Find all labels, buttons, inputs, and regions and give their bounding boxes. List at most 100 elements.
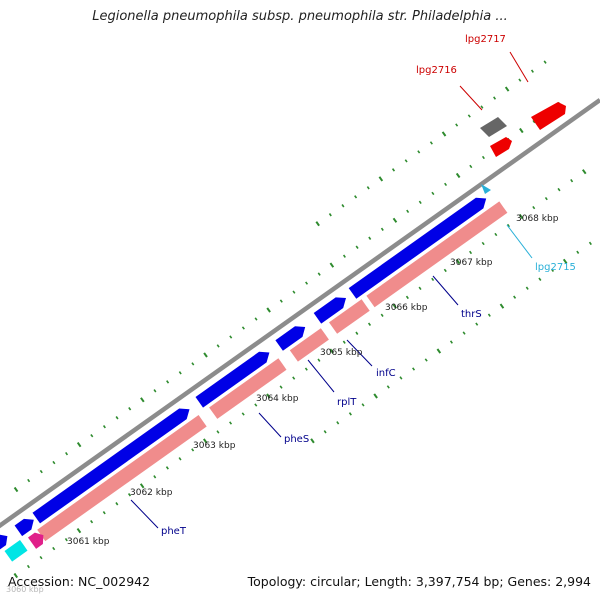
tick-far [530, 69, 534, 73]
gene-block-phes [195, 351, 270, 408]
gene-block-lpg2717 [531, 102, 566, 130]
tick-inner [127, 493, 132, 497]
tick-far-inner [310, 438, 315, 444]
tick-inner [494, 232, 498, 237]
tick-inner [304, 367, 308, 371]
genome-backbone [0, 98, 600, 529]
tick-far [504, 86, 510, 92]
tick-outer [65, 451, 69, 456]
tick-outer [342, 254, 346, 258]
tick-inner [202, 438, 208, 444]
tick-outer [115, 416, 119, 420]
gene-label-thrs: thrS [461, 309, 482, 320]
tick-outer [455, 172, 461, 179]
leader-infc [346, 339, 373, 367]
tick-inner [115, 502, 119, 506]
cds-block-phet [37, 415, 207, 542]
tick-inner [39, 555, 43, 560]
gene-block-rplt [275, 326, 306, 351]
tick-inner [469, 250, 473, 255]
tick-outer [27, 478, 31, 483]
tick-inner [279, 385, 283, 389]
tick-inner [153, 475, 157, 479]
tick-outer [13, 486, 19, 493]
gene-block-infc [313, 297, 346, 324]
tick-inner [557, 187, 561, 192]
gene-block-lpg2715 [481, 184, 491, 194]
tick-far-inner [373, 393, 378, 399]
genome-stats-text: Topology: circular; Length: 3,397,754 bp… [247, 574, 591, 589]
tick-outer [519, 127, 524, 134]
tick-outer [166, 380, 170, 384]
leader-phes [258, 412, 282, 438]
tick-far-inner [562, 258, 568, 264]
tick-outer [380, 227, 384, 231]
tick-outer [153, 389, 157, 393]
accession-text: Accession: NC_002942 [8, 574, 151, 589]
tick-outer [102, 425, 106, 429]
tick-inner [342, 340, 346, 344]
tick-far-inner [475, 322, 479, 326]
gene-label-lpg2717: lpg2717 [465, 34, 506, 45]
tick-inner [481, 241, 485, 246]
tick-far-inner [550, 268, 555, 272]
tick-inner [64, 537, 68, 542]
leader-lpg2717 [509, 51, 529, 83]
gene-block-0 [14, 518, 34, 537]
faint-scale-label: 3060 kbp [6, 585, 44, 594]
gene-block-thrs [348, 197, 487, 299]
tick-far [441, 131, 447, 137]
scale-label-3061: 3061 kbp [67, 537, 110, 547]
scale-label-3068: 3068 kbp [516, 214, 559, 224]
tick-outer [481, 155, 485, 160]
tick-inner [76, 528, 82, 534]
tick-far-inner [487, 313, 491, 317]
tick-far-inner [462, 331, 466, 335]
tick-inner [392, 303, 398, 309]
tick-inner [229, 421, 233, 425]
tick-far [354, 195, 358, 199]
leader-lpg2715 [506, 224, 533, 259]
tick-far-inner [336, 421, 340, 425]
features [0, 102, 566, 562]
tick-inner [13, 572, 19, 579]
tick-inner [355, 331, 359, 335]
gene-label-lpg2716: lpg2716 [416, 65, 457, 76]
tick-inner [292, 376, 296, 380]
gene-block-lpg2716-grey [480, 117, 507, 137]
tick-inner [405, 295, 409, 300]
tick-outer [76, 442, 82, 448]
tick-far-inner [412, 367, 416, 371]
cds-block-magenta [28, 532, 44, 549]
tick-outer [229, 335, 233, 339]
tick-inner [52, 546, 56, 551]
tick-far-inner [361, 403, 365, 407]
tick-outer [52, 460, 56, 465]
tick-far [378, 176, 384, 182]
tick-inner [317, 358, 321, 362]
tick-inner [518, 213, 524, 220]
tick-outer [39, 469, 43, 474]
scale-label-3065: 3065 kbp [320, 348, 363, 358]
tick-outer [90, 434, 94, 438]
tick-far [480, 105, 484, 109]
cds-block-rplt [289, 328, 329, 362]
gene-label-phet: pheT [161, 526, 187, 537]
leader-phet [130, 499, 159, 529]
tick-inner [544, 196, 548, 201]
cds-block-infc [329, 299, 370, 334]
tick-far [391, 168, 396, 172]
tick-outer [329, 262, 335, 268]
tick-outer [305, 281, 309, 285]
cds-block-thrs [366, 201, 508, 308]
gene-block-lpg2716 [490, 137, 512, 157]
tick-inner [26, 564, 30, 569]
tick-outer [241, 326, 245, 330]
tick-far-inner [449, 340, 453, 344]
tick-inner [380, 313, 384, 317]
tick-outer [178, 371, 182, 375]
tick-outer [317, 272, 321, 276]
tick-inner [329, 348, 334, 354]
tick-outer [368, 236, 372, 240]
tick-far-inner [525, 286, 529, 290]
